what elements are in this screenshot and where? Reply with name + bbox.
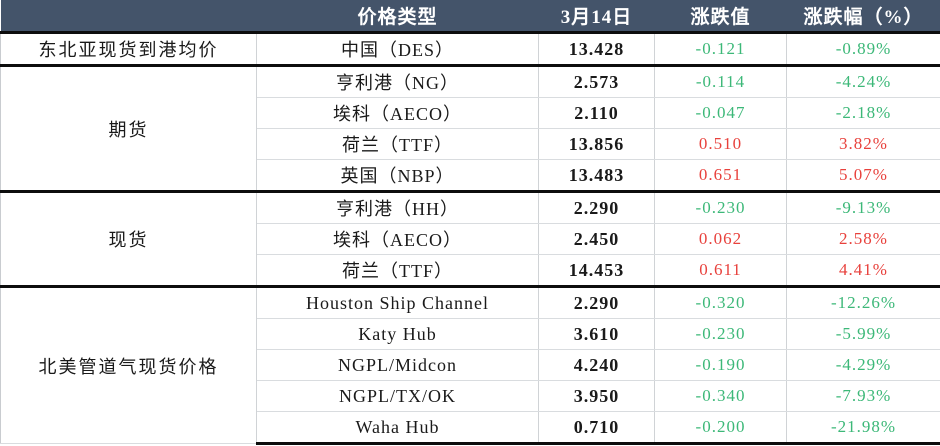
price-value-cell: 13.428 bbox=[538, 31, 655, 67]
column-header-change-percent: 涨跌幅（%） bbox=[786, 0, 940, 33]
price-value-cell: 4.240 bbox=[538, 349, 655, 381]
change-value-cell: -0.200 bbox=[654, 411, 787, 445]
change-percent-cell: -5.99% bbox=[786, 318, 940, 350]
price-value-cell: 2.110 bbox=[538, 97, 655, 129]
change-value-cell: -0.230 bbox=[654, 318, 787, 350]
group-label-cell: 东北亚现货到港均价 bbox=[0, 31, 257, 67]
price-value-cell: 3.610 bbox=[538, 318, 655, 350]
change-percent-cell: -7.93% bbox=[786, 380, 940, 412]
header-row: 价格类型 3月14日 涨跌值 涨跌幅（%） bbox=[0, 0, 940, 33]
change-percent-cell: -0.89% bbox=[786, 31, 940, 67]
table-row: 埃科（AECO） 2.450 0.062 2.58% bbox=[1, 223, 940, 255]
change-value-cell: -0.230 bbox=[654, 190, 787, 224]
column-header-price-type: 价格类型 bbox=[256, 0, 539, 33]
change-value-cell: -0.340 bbox=[654, 380, 787, 412]
change-percent-cell: -9.13% bbox=[786, 190, 940, 224]
price-type-cell: Katy Hub bbox=[256, 318, 539, 350]
change-value-cell: -0.114 bbox=[654, 64, 787, 98]
change-value-cell: 0.062 bbox=[654, 223, 787, 255]
price-type-cell: 埃科（AECO） bbox=[256, 223, 539, 255]
price-type-cell: NGPL/TX/OK bbox=[256, 380, 539, 412]
change-value-cell: -0.047 bbox=[654, 97, 787, 129]
price-value-cell: 13.483 bbox=[538, 159, 655, 193]
table-row: Waha Hub 0.710 -0.200 -21.98% bbox=[1, 411, 940, 445]
price-value-cell: 2.290 bbox=[538, 190, 655, 224]
price-type-cell: 亨利港（NG） bbox=[256, 64, 539, 98]
change-percent-cell: 4.41% bbox=[786, 254, 940, 288]
price-value-cell: 2.290 bbox=[538, 285, 655, 319]
group-label-cell: 期货 bbox=[0, 64, 257, 192]
change-percent-cell: -4.29% bbox=[786, 349, 940, 381]
price-value-cell: 2.450 bbox=[538, 223, 655, 255]
table-row: NGPL/TX/OK 3.950 -0.340 -7.93% bbox=[1, 380, 940, 412]
change-percent-cell: 2.58% bbox=[786, 223, 940, 255]
change-value-cell: -0.320 bbox=[654, 285, 787, 319]
change-percent-cell: 3.82% bbox=[786, 128, 940, 160]
price-value-cell: 2.573 bbox=[538, 64, 655, 98]
change-percent-cell: 5.07% bbox=[786, 159, 940, 193]
table-row: NGPL/Midcon 4.240 -0.190 -4.29% bbox=[1, 349, 940, 381]
price-type-cell: 中国（DES） bbox=[256, 31, 539, 67]
table-row: Katy Hub 3.610 -0.230 -5.99% bbox=[1, 318, 940, 350]
price-value-cell: 3.950 bbox=[538, 380, 655, 412]
price-value-cell: 13.856 bbox=[538, 128, 655, 160]
change-percent-cell: -2.18% bbox=[786, 97, 940, 129]
change-value-cell: -0.121 bbox=[654, 31, 787, 67]
price-value-cell: 0.710 bbox=[538, 411, 655, 445]
column-header-date: 3月14日 bbox=[538, 0, 655, 33]
table-row: 荷兰（TTF） 14.453 0.611 4.41% bbox=[1, 254, 940, 288]
group-label-cell: 北美管道气现货价格 bbox=[0, 285, 257, 444]
column-header-group bbox=[0, 0, 257, 33]
price-type-cell: 荷兰（TTF） bbox=[256, 254, 539, 288]
table-row: 英国（NBP） 13.483 0.651 5.07% bbox=[1, 159, 940, 193]
table-body: 东北亚现货到港均价 中国（DES） 13.428 -0.121 -0.89% 期货 亨利港（… bbox=[0, 31, 940, 445]
price-type-cell: Waha Hub bbox=[256, 411, 539, 445]
price-type-cell: 英国（NBP） bbox=[256, 159, 539, 193]
group-label-cell: 现货 bbox=[0, 190, 257, 287]
table-row: 现货 亨利港（HH） 2.290 -0.230 -9.13% bbox=[0, 190, 940, 287]
price-value-cell: 14.453 bbox=[538, 254, 655, 288]
change-percent-cell: -4.24% bbox=[786, 64, 940, 98]
change-percent-cell: -21.98% bbox=[786, 411, 940, 445]
change-value-cell: 0.510 bbox=[654, 128, 787, 160]
change-value-cell: 0.611 bbox=[654, 254, 787, 288]
table-row: 埃科（AECO） 2.110 -0.047 -2.18% bbox=[1, 97, 940, 129]
change-value-cell: 0.651 bbox=[654, 159, 787, 193]
table-row: 荷兰（TTF） 13.856 0.510 3.82% bbox=[1, 128, 940, 160]
change-value-cell: -0.190 bbox=[654, 349, 787, 381]
change-percent-cell: -12.26% bbox=[786, 285, 940, 319]
column-header-change-value: 涨跌值 bbox=[654, 0, 787, 33]
price-type-cell: 荷兰（TTF） bbox=[256, 128, 539, 160]
table-row: 东北亚现货到港均价 中国（DES） 13.428 -0.121 -0.89% bbox=[0, 31, 940, 67]
price-type-cell: Houston Ship Channel bbox=[256, 285, 539, 319]
price-type-cell: 埃科（AECO） bbox=[256, 97, 539, 129]
price-type-cell: NGPL/Midcon bbox=[256, 349, 539, 381]
price-type-cell: 亨利港（HH） bbox=[256, 190, 539, 224]
table-header: 价格类型 3月14日 涨跌值 涨跌幅（%） bbox=[0, 0, 940, 33]
table-row: 期货 亨利港（NG） 2.573 -0.114 -4.24% bbox=[0, 64, 940, 192]
table-row: 北美管道气现货价格 Houston Ship Channel 2.290 -0.320… bbox=[0, 285, 940, 444]
